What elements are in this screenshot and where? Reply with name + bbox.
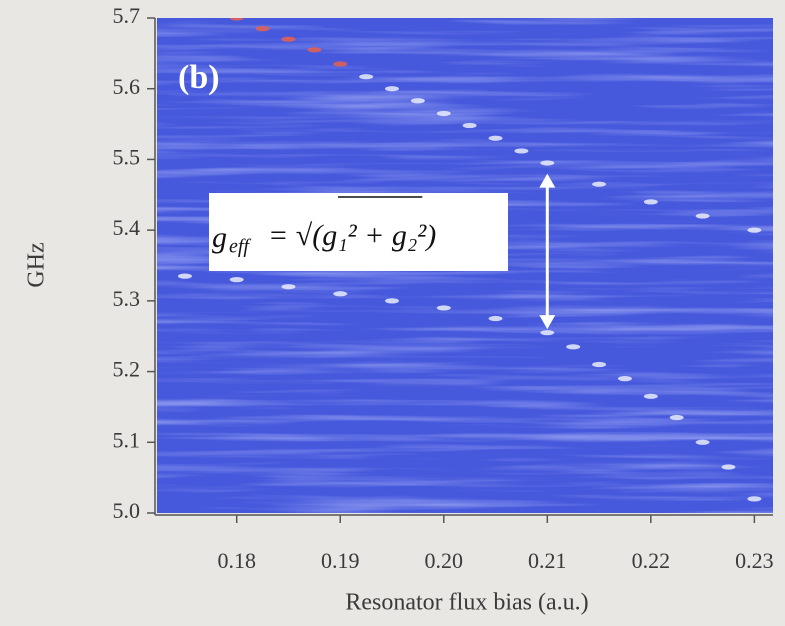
resonance-point: [385, 86, 400, 92]
resonance-point: [462, 122, 477, 129]
y-tick-label: 5.7: [113, 3, 141, 28]
annotation-subscript: eff: [229, 236, 251, 258]
resonance-point: [540, 330, 555, 336]
resonance-point: [359, 74, 374, 80]
resonance-point: [436, 110, 451, 117]
x-tick-label: 0.22: [632, 548, 671, 573]
resonance-point: [177, 273, 192, 279]
resonance-point: [643, 393, 658, 399]
x-tick-label: 0.18: [217, 548, 256, 573]
resonance-point: [695, 439, 710, 445]
resonance-point: [281, 284, 296, 290]
resonance-point: [695, 213, 710, 219]
resonance-point: [617, 376, 632, 382]
resonance-point: [721, 464, 736, 470]
y-tick-label: 5.3: [113, 286, 141, 311]
resonance-point: [229, 277, 244, 283]
resonance-point: [488, 315, 503, 322]
resonance-point: [410, 98, 425, 104]
y-tick-label: 5.0: [113, 498, 141, 523]
resonance-point: [436, 305, 451, 311]
resonance-point: [643, 199, 658, 205]
resonance-point: [281, 36, 296, 42]
y-tick-label: 5.2: [113, 357, 141, 382]
resonance-point: [333, 291, 348, 297]
panel-label: (b): [178, 59, 220, 96]
y-tick-label: 5.1: [113, 427, 141, 452]
resonance-point: [669, 414, 684, 421]
arrow-head: [539, 315, 556, 330]
annotation-symbol: g: [212, 221, 227, 254]
resonance-point: [333, 61, 348, 67]
resonance-point: [540, 160, 555, 166]
x-tick-label: 0.21: [528, 548, 567, 573]
resonance-point: [229, 18, 244, 21]
resonance-point: [307, 47, 322, 53]
y-axis-title: GHz: [24, 242, 50, 287]
x-tick-label: 0.23: [735, 548, 774, 573]
y-tick-label: 5.4: [113, 215, 141, 240]
x-tick-label: 0.20: [425, 548, 464, 573]
y-tick-label: 5.5: [113, 144, 141, 169]
annotation-box: [209, 193, 508, 271]
arrow-head: [539, 173, 556, 188]
resonance-point: [385, 298, 400, 304]
annotation-formula: = √(g₁² + g₂²): [268, 219, 436, 252]
resonance-point: [747, 496, 762, 502]
resonance-point: [592, 361, 607, 368]
y-tick-label: 5.6: [113, 74, 141, 99]
resonance-point: [488, 135, 503, 141]
resonance-point: [747, 227, 762, 233]
resonance-point: [514, 148, 529, 154]
resonance-point: [592, 181, 607, 187]
resonance-point: [255, 26, 270, 32]
x-axis-title: Resonator flux bias (a.u.): [345, 590, 588, 616]
x-tick-label: 0.19: [321, 548, 360, 573]
resonance-point: [566, 344, 581, 350]
